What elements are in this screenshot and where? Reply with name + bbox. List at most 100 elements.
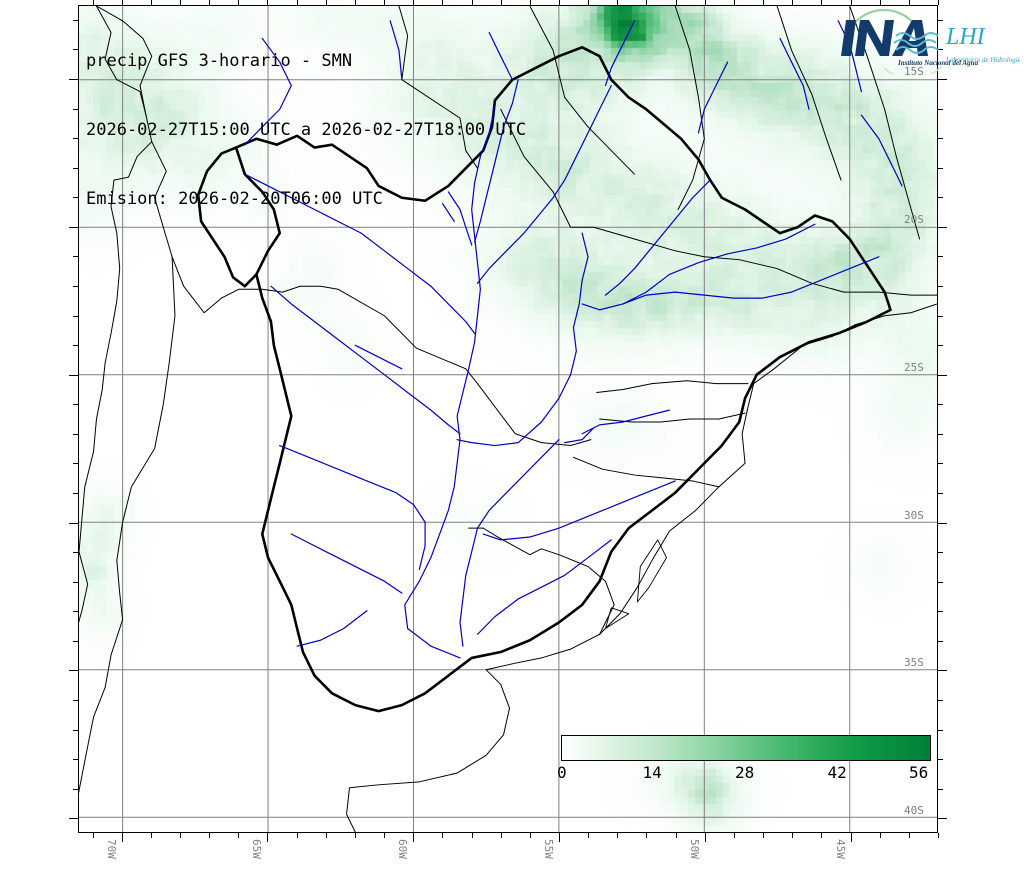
border-brazil-bolivia bbox=[398, 6, 478, 169]
colorbar: 0 14 28 42 56 bbox=[557, 735, 931, 782]
tick-lat-left bbox=[73, 197, 78, 199]
river-north-trib bbox=[488, 31, 513, 81]
tick-lat-right bbox=[938, 19, 943, 21]
river-paranan bbox=[779, 37, 810, 110]
tick-lon-top bbox=[296, 0, 298, 5]
lon-axis-label: 50W bbox=[687, 839, 701, 859]
tick-lat-right bbox=[938, 404, 943, 406]
tick-lat-right bbox=[938, 138, 943, 140]
tick-lon-top bbox=[121, 0, 123, 5]
tick-lon-bottom bbox=[821, 833, 823, 838]
river-araguaia-trib bbox=[697, 61, 729, 134]
lat-axis-label: 20S bbox=[904, 212, 924, 226]
tick-lon-top bbox=[500, 0, 502, 5]
tick-lon-bottom bbox=[471, 833, 473, 838]
river-salado-norte bbox=[279, 444, 426, 571]
tick-lat-right bbox=[938, 729, 943, 731]
tick-lon-top bbox=[850, 0, 852, 5]
tick-lon-bottom bbox=[938, 833, 939, 838]
tick-lon-bottom bbox=[121, 833, 123, 842]
tick-lon-bottom bbox=[704, 833, 706, 842]
tick-lon-bottom bbox=[500, 833, 502, 838]
state-border-pr-sp bbox=[596, 380, 749, 393]
tick-lon-bottom bbox=[879, 833, 881, 838]
tick-lon-top bbox=[675, 0, 677, 5]
tick-lon-bottom bbox=[763, 833, 765, 838]
river-sao-francisco-upper bbox=[860, 114, 903, 187]
tick-lat-right bbox=[938, 226, 947, 228]
tick-lon-top bbox=[617, 0, 619, 5]
river-xingu-head bbox=[604, 20, 636, 87]
tick-lon-bottom bbox=[209, 833, 211, 838]
tick-lat-right bbox=[938, 818, 947, 820]
tick-lon-bottom bbox=[150, 833, 152, 838]
lon-axis-label: 65W bbox=[250, 839, 264, 859]
colorbar-tick-label: 42 bbox=[827, 763, 847, 782]
river-chaco-trib bbox=[354, 344, 403, 370]
tick-lat-left bbox=[69, 226, 78, 228]
border-peru-bolivia bbox=[95, 6, 153, 116]
lon-axis-label: 70W bbox=[104, 839, 118, 859]
tick-lon-bottom bbox=[559, 833, 561, 842]
tick-lon-bottom bbox=[908, 833, 910, 838]
tick-lon-top bbox=[938, 0, 939, 5]
tick-lon-bottom bbox=[238, 833, 240, 838]
tick-lat-left bbox=[73, 611, 78, 613]
figure-title: precip GFS 3-horario - SMN 2026-02-27T15… bbox=[86, 4, 526, 257]
tick-lon-bottom bbox=[675, 833, 677, 838]
colorbar-tick-label: 28 bbox=[735, 763, 755, 782]
tick-lat-right bbox=[938, 522, 947, 524]
map-vector-overlay bbox=[79, 6, 937, 832]
precipitation-raster bbox=[79, 6, 937, 832]
state-border-rs-sc bbox=[572, 456, 720, 488]
river-iguazu-mouth bbox=[564, 427, 595, 444]
tick-lat-left bbox=[73, 759, 78, 761]
tick-lon-bottom bbox=[267, 833, 269, 842]
tick-lon-top bbox=[821, 0, 823, 5]
river-paraguay-parana bbox=[404, 105, 496, 659]
river-rio-negro-uy bbox=[476, 539, 612, 635]
lon-axis-label: 55W bbox=[542, 839, 556, 859]
tick-lat-left bbox=[73, 138, 78, 140]
tick-lat-left bbox=[73, 729, 78, 731]
tick-lon-bottom bbox=[792, 833, 794, 838]
state-border-sc-pr bbox=[599, 412, 746, 423]
tick-lat-right bbox=[938, 49, 943, 51]
tick-lat-right bbox=[938, 167, 943, 169]
tick-lon-bottom bbox=[325, 833, 327, 838]
tick-lon-top bbox=[559, 0, 561, 5]
map-plot-area bbox=[78, 5, 938, 833]
tick-lat-left bbox=[69, 818, 78, 820]
lat-axis-label: 15S bbox=[904, 64, 924, 78]
tick-lon-bottom bbox=[180, 833, 182, 838]
river-taquari bbox=[476, 85, 612, 284]
tick-lon-top bbox=[588, 0, 590, 5]
border-paraguay-argentina-n bbox=[337, 288, 478, 385]
logo-water-waves bbox=[893, 32, 939, 54]
tick-lat-right bbox=[938, 552, 943, 554]
logo-ina-subtitle: Instituto Nacional del Agua bbox=[897, 59, 979, 67]
tick-lat-right bbox=[938, 256, 943, 258]
state-border-tocantins-ba bbox=[776, 6, 842, 181]
tick-lon-bottom bbox=[529, 833, 531, 838]
tick-lon-top bbox=[646, 0, 648, 5]
lagoa-mirim bbox=[605, 607, 630, 629]
tick-lon-top bbox=[908, 0, 910, 5]
tick-lon-top bbox=[354, 0, 356, 5]
tick-lat-right bbox=[938, 581, 943, 583]
tick-lat-right bbox=[938, 315, 943, 317]
tick-lat-right bbox=[938, 759, 943, 761]
title-line-1: precip GFS 3-horario - SMN bbox=[86, 51, 353, 71]
tick-lat-right bbox=[938, 611, 943, 613]
tick-lon-top bbox=[879, 0, 881, 5]
tick-lon-top bbox=[704, 0, 706, 5]
tick-lat-left bbox=[73, 581, 78, 583]
tick-lon-bottom bbox=[442, 833, 444, 838]
coastline-atlantic-argentina bbox=[346, 669, 510, 832]
tick-lon-bottom bbox=[354, 833, 356, 838]
border-uruguay-brazil bbox=[468, 527, 615, 635]
tick-lat-right bbox=[938, 670, 947, 672]
tick-lon-top bbox=[267, 0, 269, 5]
river-pilcomayo bbox=[244, 173, 476, 335]
